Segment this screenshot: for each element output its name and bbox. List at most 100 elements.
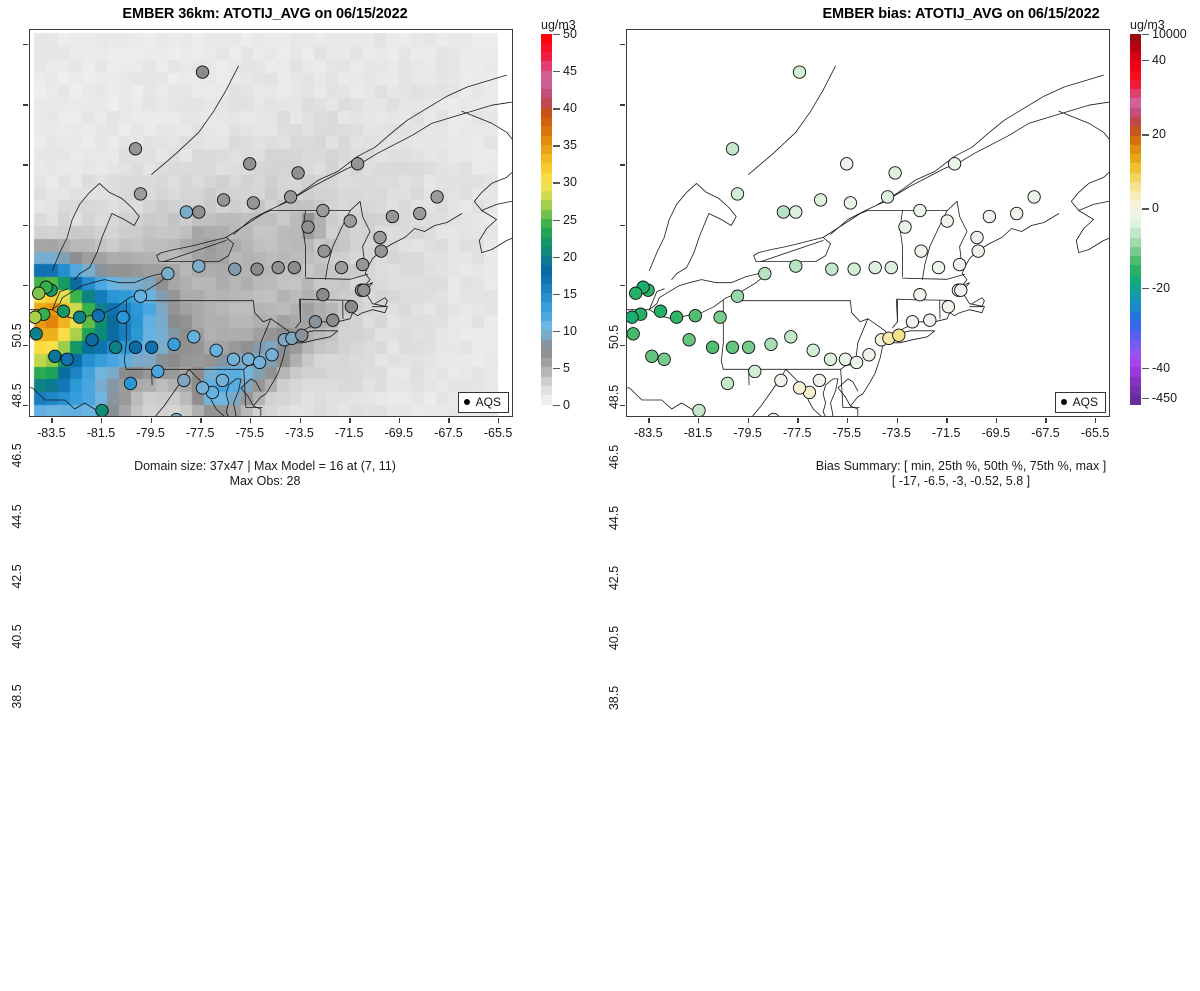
model-map-overlay — [30, 65, 512, 416]
colorbar-tick-label: 15 — [563, 286, 577, 301]
y-axis-tick — [23, 164, 28, 166]
aqs-monitor-point — [1027, 190, 1041, 204]
aqs-monitor-point — [301, 220, 315, 234]
aqs-monitor-point — [692, 403, 706, 416]
y-axis-tick — [620, 404, 625, 407]
aqs-monitor-point — [748, 364, 762, 379]
aqs-monitor-point — [764, 337, 778, 351]
aqs-monitor-point — [161, 266, 175, 281]
x-axis-tick — [747, 418, 749, 423]
x-axis-tick — [896, 418, 898, 423]
x-axis-tick — [249, 418, 252, 423]
aqs-monitor-point — [385, 209, 400, 224]
colorbar-tick-label: 35 — [563, 138, 577, 153]
x-axis-tick — [697, 418, 700, 423]
aqs-monitor-point — [308, 315, 323, 329]
aqs-monitor-point — [170, 412, 183, 416]
x-axis-label: -83.5 — [634, 426, 663, 440]
x-axis-tick — [946, 418, 948, 423]
aqs-monitor-point — [913, 288, 927, 302]
aqs-monitor-point — [252, 355, 267, 370]
aqs-monitor-point — [784, 330, 798, 344]
x-axis-label: -81.5 — [86, 426, 116, 440]
panel-model-caption: Domain size: 37x47 | Max Model = 16 at (… — [0, 459, 530, 489]
aqs-monitor-point — [430, 190, 444, 204]
caption-line-2: Max Obs: 28 — [229, 474, 301, 488]
aqs-monitor-point — [243, 157, 257, 171]
aqs-monitor-point — [898, 220, 912, 234]
colorbar-tick — [1142, 34, 1149, 36]
aqs-monitor-point — [971, 244, 985, 258]
aqs-monitor-point — [813, 193, 828, 207]
colorbar-gradient — [1130, 34, 1141, 405]
aqs-monitor-point — [30, 327, 43, 341]
y-axis-tick — [620, 284, 625, 287]
colorbar-tick-label: 40 — [563, 101, 577, 116]
panel-bias-caption: Bias Summary: [ min, 25th %, 50th %, 75t… — [696, 459, 1200, 489]
x-axis-label: -83.5 — [37, 426, 66, 440]
colorbar-gradient — [541, 34, 552, 405]
aqs-monitor-point — [108, 340, 123, 354]
aqs-monitor-point — [144, 340, 159, 354]
figure-root: EMBER 36km: ATOTIJ_AVG on 06/15/2022 AQS… — [0, 0, 1200, 710]
aqs-monitor-point — [30, 310, 42, 324]
aqs-monitor-point — [627, 310, 639, 324]
aqs-monitor-point — [357, 283, 371, 297]
colorbar-tick — [553, 34, 560, 36]
caption-line-1: Domain size: 37x47 | Max Model = 16 at (… — [134, 459, 396, 473]
aqs-monitor-point — [343, 214, 357, 228]
panel-model: EMBER 36km: ATOTIJ_AVG on 06/15/2022 AQS… — [0, 0, 600, 709]
x-axis-tick — [846, 418, 849, 423]
map-boundaries — [30, 65, 512, 416]
colorbar-tick — [1142, 288, 1149, 290]
aqs-monitor-point — [60, 352, 74, 366]
colorbar-tick — [553, 405, 560, 407]
aqs-legend-label: AQS — [1072, 395, 1098, 409]
x-axis-label: -73.5 — [285, 426, 314, 440]
x-axis-label: -81.5 — [683, 426, 713, 440]
colorbar-tick — [1142, 397, 1149, 399]
colorbar-tick-label: -40 — [1152, 360, 1171, 375]
panel-model-colorbar: ug/m3 0 5 10 15 20 25 30 35 40 45 50 — [541, 0, 631, 502]
aqs-monitor-point — [776, 205, 791, 219]
aqs-monitor-point — [226, 352, 241, 366]
aqs-monitor-point — [91, 309, 105, 323]
aqs-monitor-point — [287, 260, 301, 275]
colorbar-tick-label: 30 — [563, 175, 577, 190]
colorbar-tick — [553, 367, 560, 370]
y-axis-tick — [23, 284, 28, 287]
aqs-monitor-point — [940, 214, 954, 228]
x-axis-tick — [398, 418, 401, 423]
aqs-monitor-point — [720, 376, 735, 391]
x-axis-tick — [150, 418, 152, 423]
aqs-monitor-point — [688, 309, 702, 323]
aqs-monitor-point — [56, 304, 71, 318]
aqs-monitor-point — [725, 340, 740, 354]
aqs-monitor-point — [838, 352, 853, 366]
panel-model-title: EMBER 36km: ATOTIJ_AVG on 06/15/2022 — [122, 6, 408, 22]
aqs-monitor-point — [85, 333, 99, 347]
aqs-monitor-point — [789, 259, 803, 273]
aqs-marker-icon — [463, 399, 470, 405]
aqs-monitor-point — [216, 193, 231, 207]
aqs-monitor-point — [627, 327, 640, 341]
aqs-monitor-point — [812, 373, 827, 388]
aqs-monitor-point — [215, 373, 230, 388]
aqs-monitor-point — [133, 187, 148, 201]
colorbar-tick-label: 5 — [563, 360, 570, 375]
aqs-monitor-point — [373, 230, 387, 245]
aqs-monitor-point — [334, 260, 349, 275]
aqs-legend-label: AQS — [475, 395, 501, 409]
aqs-monitor-point — [914, 244, 928, 258]
aqs-monitor-point — [645, 349, 659, 363]
x-axis-tick — [200, 418, 202, 423]
y-axis-tick — [620, 164, 625, 166]
x-axis-tick — [648, 418, 650, 423]
aqs-monitor-point — [789, 205, 803, 219]
aqs-monitor-point — [355, 257, 370, 272]
aqs-monitor-point — [880, 190, 895, 204]
colorbar-tick — [553, 108, 560, 110]
colorbar-tick-label: 25 — [563, 212, 577, 227]
aqs-monitor-point — [72, 310, 87, 324]
colorbar-unit-label: ug/m3 — [541, 18, 576, 32]
